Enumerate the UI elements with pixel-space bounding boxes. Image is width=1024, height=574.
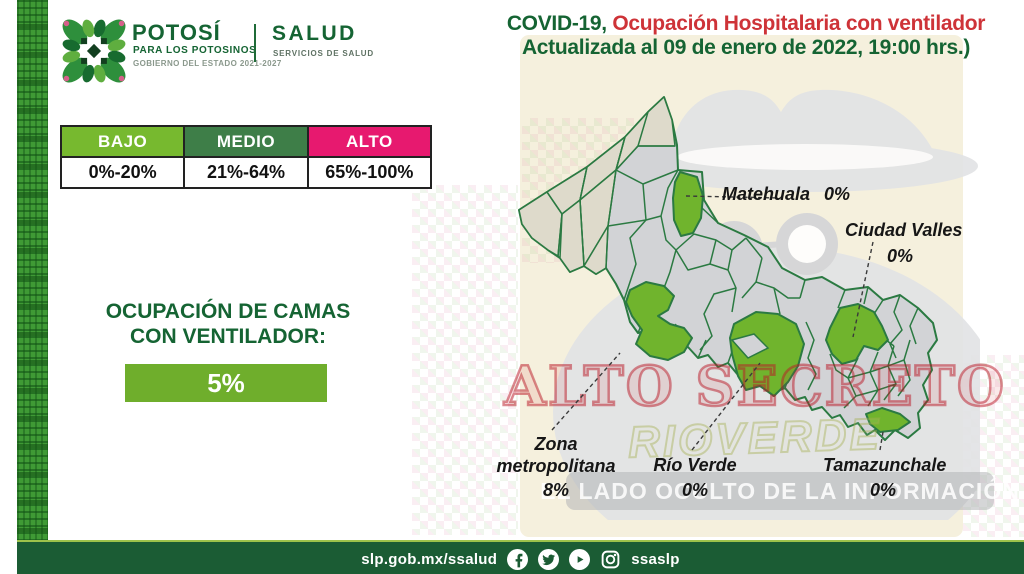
leader-zona-metropolitana bbox=[551, 352, 621, 431]
alto-secreto-watermark: ALTO SECRETO bbox=[503, 353, 1006, 420]
state-choropleth-map bbox=[518, 96, 938, 441]
hidden-info-banner-text: EL LADO OCULTO DE LA INFORMACIÓN bbox=[540, 477, 1020, 504]
legend-header-bajo: BAJO bbox=[62, 127, 184, 156]
map-value-ciudad-valles: 0% bbox=[886, 246, 913, 266]
region-ciudad-valles bbox=[825, 303, 889, 365]
rio-verde-notch bbox=[730, 333, 770, 359]
leader-ciudad-valles bbox=[852, 241, 874, 338]
region-zona-metropolitana bbox=[625, 281, 693, 361]
legend-table: BAJO MEDIO ALTO 0%-20% 21%-64% 65%-100% bbox=[60, 125, 432, 189]
leader-tamazunchale bbox=[879, 431, 884, 451]
title-line1: COVID-19, Ocupación Hospitalaria con ven… bbox=[496, 12, 996, 36]
map-label-tamazunchale: Tamazunchale bbox=[823, 455, 947, 475]
footer-social-handle[interactable]: ssaslp bbox=[631, 550, 680, 568]
region-value: 0% bbox=[824, 184, 851, 204]
label-leader-lines bbox=[551, 195, 884, 451]
occupancy-heading: OCUPACIÓN DE CAMAS CON VENTILADOR: bbox=[105, 300, 351, 348]
region-matehuala bbox=[672, 171, 704, 237]
logo-divider bbox=[254, 24, 256, 62]
region-tamazunchale bbox=[865, 407, 911, 433]
title-prefix: COVID-19, bbox=[506, 12, 607, 35]
youtube-icon[interactable] bbox=[569, 548, 591, 570]
leader-matehuala bbox=[685, 195, 781, 199]
map-label-zona-metropolitana: Zona metropolitana bbox=[496, 434, 616, 476]
region-rio-verde bbox=[729, 311, 805, 397]
map-value-rio-verde: 0% bbox=[681, 480, 708, 500]
state-government-label: GOBIERNO DEL ESTADO 2021-2027 bbox=[133, 59, 282, 68]
legend-range-alto: 65%-100% bbox=[306, 158, 430, 187]
facebook-icon[interactable] bbox=[507, 548, 529, 570]
legend-header-medio: MEDIO bbox=[183, 127, 307, 156]
legend-header-alto: ALTO bbox=[306, 127, 430, 156]
legend-range-bajo: 0%-20% bbox=[88, 162, 157, 182]
twitter-icon[interactable] bbox=[538, 548, 560, 570]
map-label-matehuala: Matehuala 0% bbox=[722, 184, 850, 206]
state-logo-name: POTOSÍ bbox=[132, 20, 221, 45]
map-value-zona-metropolitana: 8% bbox=[542, 480, 569, 500]
hidden-info-banner: EL LADO OCULTO DE LA INFORMACIÓN bbox=[540, 472, 1019, 510]
footer-url[interactable]: slp.gob.mx/ssalud bbox=[361, 550, 498, 568]
state-emblem-icon bbox=[62, 19, 126, 83]
region-name: Matehuala bbox=[722, 184, 811, 204]
legend-header-row: BAJO MEDIO ALTO bbox=[62, 127, 430, 158]
title-subtitle: Actualizada al 09 de enero de 2022, 19:0… bbox=[521, 35, 971, 59]
title-highlight: Ocupación Hospitalaria con ventilador bbox=[606, 12, 986, 35]
footer-bar: slp.gob.mx/ssalud ssaslp bbox=[17, 540, 1024, 574]
legend-range-medio: 21%-64% bbox=[183, 158, 306, 187]
instagram-icon[interactable] bbox=[600, 549, 621, 570]
legend-value-row: 0%-20% 21%-64% 65%-100% bbox=[62, 158, 430, 187]
decorative-side-band bbox=[17, 0, 48, 540]
state-logo-tagline: PARA LOS POTOSINOS bbox=[133, 45, 257, 56]
occupancy-value-bar: 5% bbox=[125, 364, 327, 402]
leader-rio-verde bbox=[691, 362, 761, 451]
ministry-logo-name: SALUD bbox=[272, 22, 357, 45]
map-label-ciudad-valles: Ciudad Valles bbox=[845, 220, 963, 240]
ministry-logo-tagline: SERVICIOS DE SALUD bbox=[273, 49, 374, 58]
page-title: COVID-19, Ocupación Hospitalaria con ven… bbox=[496, 12, 996, 60]
map-label-rio-verde: Río Verde bbox=[653, 455, 737, 475]
map-value-tamazunchale: 0% bbox=[869, 480, 896, 500]
